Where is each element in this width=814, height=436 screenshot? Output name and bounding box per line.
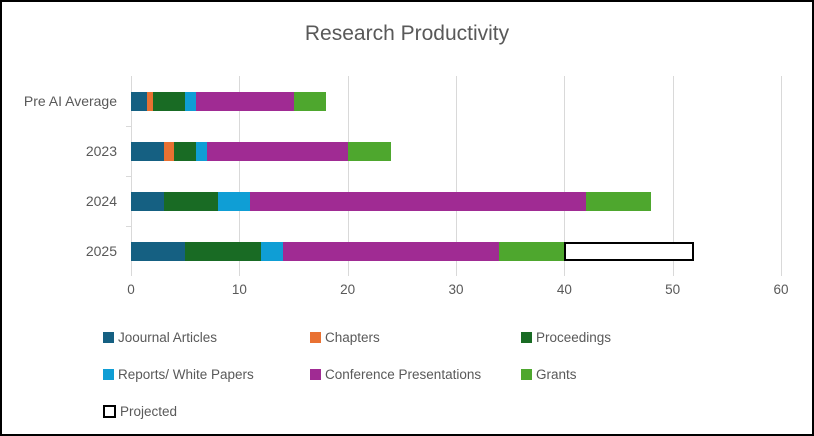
bar-segment-grants-2023 — [347, 141, 391, 161]
bar-segment-grants-2025 — [499, 241, 565, 261]
chart-legend: Joournal Articles Chapters Proceedings Repo… — [103, 329, 723, 436]
bar-segment-joournal-articles-2025 — [131, 241, 186, 261]
bar-segment-reports-white-papers-2024 — [217, 191, 251, 211]
legend-item-conference-presentations: Conference Presentations — [310, 367, 521, 382]
legend-label-chapters: Chapters — [325, 329, 380, 345]
x-axis-tick-label-40: 40 — [556, 282, 572, 297]
plot-area: 0 10 20 30 40 50 60 — [126, 76, 789, 297]
gridline-40 — [564, 76, 566, 276]
legend-row-2: Reports/ White Papers Conference Presenta… — [103, 366, 723, 382]
gridline-30 — [456, 76, 457, 276]
bar-segment-joournal-articles-2023 — [131, 141, 164, 161]
bar-segment-joournal-articles-pre-ai-average — [131, 91, 148, 111]
legend-swatch-projected-icon — [103, 404, 116, 418]
bar-segment-reports-white-papers-2025 — [261, 241, 283, 261]
category-axis-tick — [126, 176, 131, 177]
bar-segment-grants-2024 — [586, 191, 651, 211]
x-axis-tick-label-30: 30 — [448, 282, 464, 297]
bar-segment-conference-presentations-2023 — [206, 141, 348, 161]
gridline-0 — [131, 76, 132, 276]
y-axis-label-2023: 2023 — [85, 143, 117, 159]
bar-segment-grants-pre-ai-average — [293, 91, 326, 111]
x-axis-tick-label-10: 10 — [231, 282, 247, 297]
category-axis-tick — [126, 226, 131, 227]
x-axis-tick-label-0: 0 — [127, 282, 135, 297]
y-axis-labels: Pre AI Average 2023 2024 2025 — [0, 76, 117, 276]
legend-label-joournal-articles: Joournal Articles — [118, 329, 218, 345]
legend-label-grants: Grants — [536, 366, 577, 382]
legend-swatch-conference-presentations-icon — [310, 368, 321, 380]
gridline-50 — [672, 76, 674, 276]
legend-swatch-proceedings-icon — [521, 331, 532, 343]
legend-label-proceedings: Proceedings — [536, 329, 612, 345]
legend-swatch-reports-white-papers-icon — [103, 368, 114, 380]
legend-swatch-joournal-articles-icon — [103, 331, 114, 343]
gridline-20 — [347, 76, 349, 276]
gridline-60 — [781, 76, 782, 276]
bar-segment-joournal-articles-2024 — [131, 191, 164, 211]
legend-label-conference-presentations: Conference Presentations — [325, 366, 482, 382]
legend-label-projected: Projected — [120, 403, 178, 419]
legend-item-projected: Projected — [103, 404, 310, 419]
bar-segment-proceedings-2024 — [163, 191, 218, 211]
legend-row-1: Joournal Articles Chapters Proceedings — [103, 329, 723, 345]
bar-segment-proceedings-2023 — [174, 141, 196, 161]
bar-segment-chapters-pre-ai-average — [147, 91, 153, 111]
y-axis-label-pre-ai-average: Pre AI Average — [23, 93, 117, 109]
bar-segment-reports-white-papers-2023 — [196, 141, 207, 161]
bar-segment-conference-presentations-pre-ai-average — [196, 91, 294, 111]
bar-segment-chapters-2023 — [163, 141, 175, 161]
bar-segment-proceedings-pre-ai-average — [152, 91, 186, 111]
bar-segment-projected-2025 — [564, 241, 695, 261]
gridline-10 — [239, 76, 241, 276]
y-axis-label-2025: 2025 — [85, 243, 117, 259]
bar-segment-conference-presentations-2025 — [282, 241, 500, 261]
x-axis-tick-label-20: 20 — [340, 282, 356, 297]
bar-segment-conference-presentations-2024 — [250, 191, 586, 211]
chart-title: Research Productivity — [304, 22, 510, 45]
x-axis-tick-label-50: 50 — [665, 282, 681, 297]
legend-label-reports-white-papers: Reports/ White Papers — [118, 366, 254, 382]
legend-swatch-grants-icon — [521, 368, 532, 380]
category-axis-tick — [126, 126, 131, 127]
legend-item-joournal-articles: Joournal Articles — [103, 330, 310, 345]
legend-item-grants: Grants — [521, 367, 577, 382]
x-axis-tick-label-60: 60 — [773, 282, 789, 297]
legend-item-reports-white-papers: Reports/ White Papers — [103, 367, 310, 382]
legend-item-proceedings: Proceedings — [521, 330, 611, 345]
legend-item-chapters: Chapters — [310, 330, 521, 345]
bar-segment-reports-white-papers-pre-ai-average — [185, 91, 196, 111]
bar-segment-proceedings-2025 — [185, 241, 261, 261]
legend-row-3: Projected — [103, 403, 723, 419]
y-axis-label-2024: 2024 — [85, 193, 117, 209]
legend-swatch-chapters-icon — [310, 331, 321, 343]
